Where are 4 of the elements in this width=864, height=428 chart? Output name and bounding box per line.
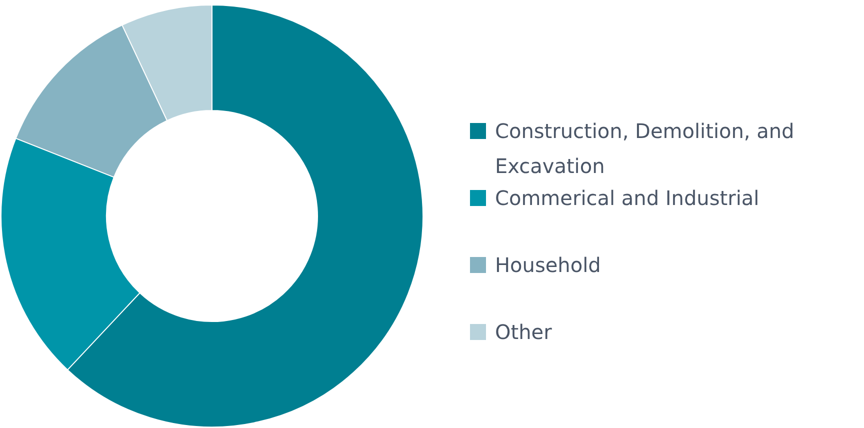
legend-label: Household	[495, 253, 601, 277]
legend-label: Construction, Demolition, and Excavation	[495, 119, 794, 178]
legend-label: Other	[495, 320, 553, 344]
legend-label: Commerical and Industrial	[495, 186, 760, 210]
